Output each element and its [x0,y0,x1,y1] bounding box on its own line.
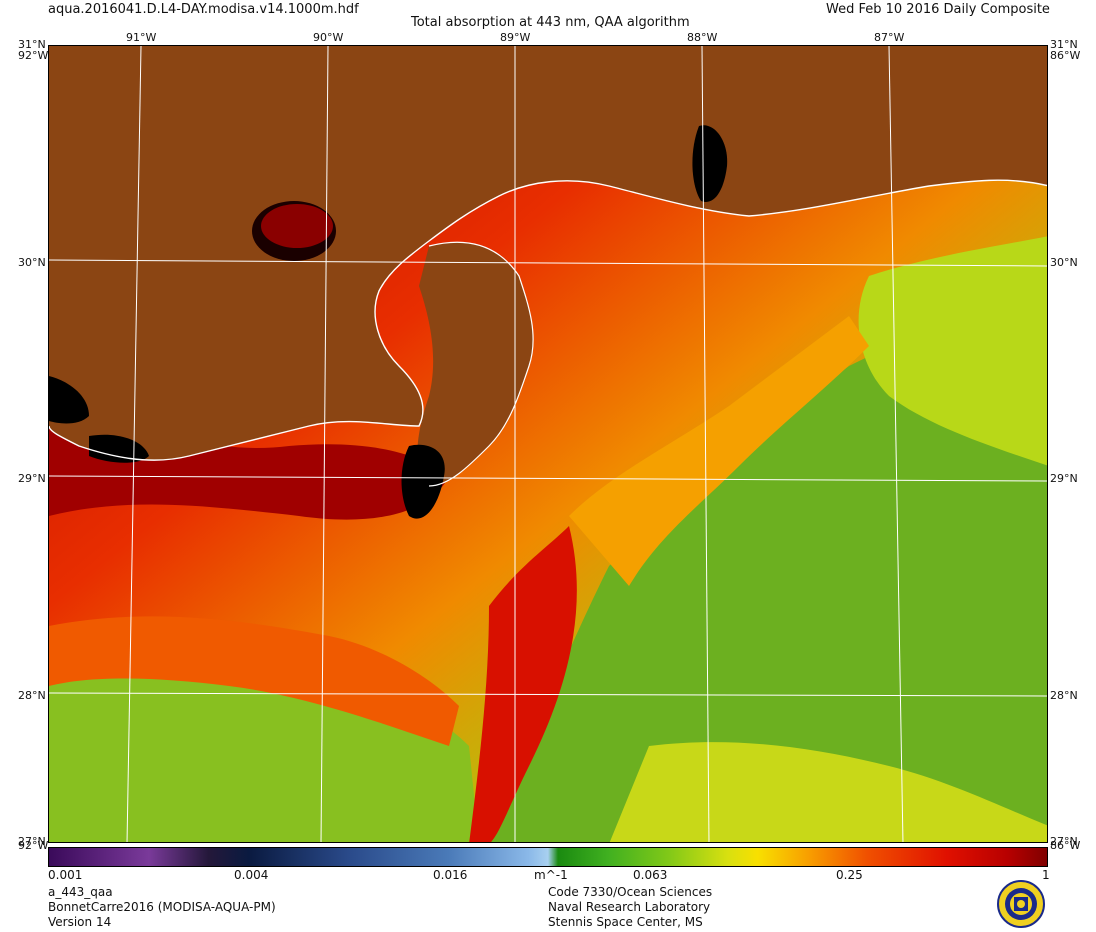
corner-lon-top-right: 86°W [1050,49,1081,62]
no-data-patch-delta [401,444,445,519]
colorbar-tick-0-016: 0.016 [433,868,468,882]
footer-code: Code 7330/Ocean Sciences [548,885,713,899]
file-name: aqua.2016041.D.L4-DAY.modisa.v14.1000m.h… [48,2,359,17]
map-title: Total absorption at 443 nm, QAA algorith… [411,15,690,30]
absorption-map[interactable] [48,45,1048,843]
mobile-bay-patch [692,125,728,202]
coastline [49,179,1047,461]
map-svg [49,46,1047,842]
lon-label-91: 91°W [126,31,157,44]
lat-label-29-left: 29°N [18,472,46,485]
graticule [49,46,1047,842]
sea-red-plume [469,526,577,842]
colorbar-tick-1: 1 [1042,868,1050,882]
lon-label-90: 90°W [313,31,344,44]
colorbar-units: m^-1 [534,868,568,882]
sea-green-east [480,296,1047,842]
corner-lat-top-left: 31°N [18,38,46,51]
date-label: Wed Feb 10 2016 Daily Composite [826,2,1050,17]
lon-label-88: 88°W [687,31,718,44]
lake-interior [261,204,333,248]
lat-label-30-left: 30°N [18,256,46,269]
colorbar [48,847,1048,867]
corner-lon-bottom-right: 86°W [1050,839,1081,852]
footer-lab: Naval Research Laboratory [548,900,711,914]
lat-label-28-right: 28°N [1050,689,1078,702]
colorbar-tick-0-004: 0.004 [234,868,269,882]
sea-orange-plume [569,316,869,586]
sea-yellow-south [609,742,1047,842]
footer-version: Version 14 [48,915,112,929]
sea-darkred-nearshore [49,396,449,520]
colorbar-tick-0-063: 0.063 [633,868,668,882]
colorbar-tick-0-25: 0.25 [836,868,863,882]
footer-location: Stennis Space Center, MS [548,915,703,929]
lat-label-30-right: 30°N [1050,256,1078,269]
land-mass [49,46,1047,461]
delta-coastline [428,241,534,487]
lon-label-89: 89°W [500,31,531,44]
footer-product: a_443_qaa [48,885,113,899]
sea-orange-band [49,616,459,746]
corner-lon-top-left: 92°W [18,49,49,62]
colorbar-tick-0-001: 0.001 [48,868,83,882]
sea-yellow-northeast [858,236,1047,466]
corner-lat-top-right: 31°N [1050,38,1078,51]
corner-lat-bottom-left: 27°N [18,835,46,848]
corner-lon-bottom-left: 92°W [18,839,49,852]
nrl-seal-icon [997,880,1045,928]
corner-lat-bottom-right: 27°N [1050,835,1078,848]
lon-label-87: 87°W [874,31,905,44]
no-data-patch-west [49,376,89,424]
lat-label-29-right: 29°N [1050,472,1078,485]
lat-label-28-left: 28°N [18,689,46,702]
footer-dataset: BonnetCarre2016 (MODISA-AQUA-PM) [48,900,276,914]
